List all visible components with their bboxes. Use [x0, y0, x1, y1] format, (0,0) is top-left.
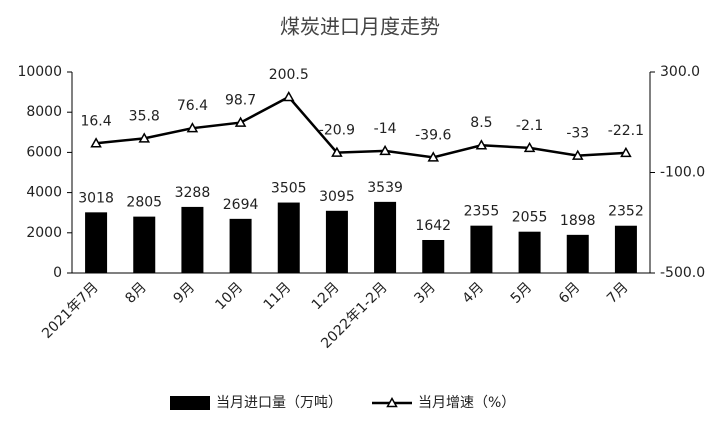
y2-tick-label: -100.0: [660, 165, 705, 181]
data-label: -2.1: [516, 118, 543, 134]
line-marker: [331, 146, 343, 157]
legend-swatch: [386, 396, 398, 408]
x-tick-label: 9月: [171, 279, 199, 307]
data-label: 3095: [319, 189, 355, 205]
line-marker: [427, 151, 440, 162]
data-label: -33: [566, 126, 589, 142]
line-marker: [620, 146, 632, 158]
x-tick-label: 7月: [604, 279, 632, 307]
bar: [470, 225, 493, 273]
x-tick-label: 12月: [309, 279, 343, 313]
bar: [374, 201, 397, 273]
data-label: 8.5: [470, 115, 492, 131]
y-tick-label: 8000: [26, 104, 62, 120]
bar: [518, 231, 541, 273]
x-tick-label: 4月: [460, 279, 488, 307]
line-marker: [234, 116, 247, 127]
line-marker: [475, 139, 488, 150]
x-tick-label: 8月: [122, 279, 150, 307]
x-tick-label: 11月: [261, 279, 295, 313]
data-label: -39.6: [415, 127, 451, 143]
bar: [614, 225, 637, 273]
data-label: 1642: [415, 218, 451, 234]
data-label: 2055: [512, 210, 548, 226]
data-label: 76.4: [177, 98, 208, 114]
y-tick-label: 4000: [26, 185, 62, 201]
y-tick-label: 2000: [26, 225, 62, 241]
data-label: 2355: [464, 204, 500, 220]
line-marker: [186, 122, 199, 133]
bar: [566, 234, 589, 273]
bar: [85, 212, 108, 273]
bar: [422, 239, 445, 273]
data-label: -20.9: [319, 123, 355, 139]
legend-label: 当月增速（%）: [418, 395, 515, 411]
data-label: 1898: [560, 213, 596, 229]
data-label: 35.8: [129, 108, 160, 124]
data-label: -22.1: [608, 123, 644, 139]
legend-label: 当月进口量（万吨）: [216, 395, 342, 411]
bar: [277, 202, 300, 273]
data-label: 3018: [78, 190, 114, 206]
y-tick-label: 10000: [17, 64, 62, 80]
data-label: 2352: [608, 204, 644, 220]
x-tick-label: 3月: [411, 279, 439, 307]
data-label: 2805: [126, 195, 162, 211]
chart-title: 煤炭进口月度走势: [280, 15, 440, 39]
line-marker: [523, 141, 536, 153]
data-label: 16.4: [80, 113, 111, 129]
data-label: 98.7: [225, 93, 256, 109]
y-tick-label: 6000: [26, 144, 62, 160]
y2-tick-label: -500.0: [660, 265, 705, 281]
line-marker: [138, 132, 151, 143]
y-tick-label: 0: [53, 265, 62, 281]
data-label: 3539: [367, 180, 403, 196]
line-marker: [282, 90, 295, 102]
line-marker: [90, 137, 102, 148]
data-label: -14: [374, 121, 397, 137]
x-tick-label: 6月: [556, 279, 584, 307]
x-tick-label: 10月: [212, 279, 246, 313]
line: [95, 95, 626, 159]
line-marker: [571, 149, 584, 160]
y2-tick-label: 300.0: [660, 64, 700, 80]
data-label: 200.5: [269, 67, 309, 83]
bar: [133, 216, 156, 273]
bar: [229, 218, 252, 273]
x-tick-label: 2021年7月: [39, 279, 102, 342]
data-label: 3288: [175, 185, 211, 201]
data-label: 2694: [223, 197, 259, 213]
x-tick-label: 5月: [508, 279, 536, 307]
data-label: 3505: [271, 181, 307, 197]
line-marker: [379, 144, 391, 156]
bar: [181, 206, 204, 273]
legend-swatch: [170, 396, 210, 410]
bar: [325, 210, 348, 273]
